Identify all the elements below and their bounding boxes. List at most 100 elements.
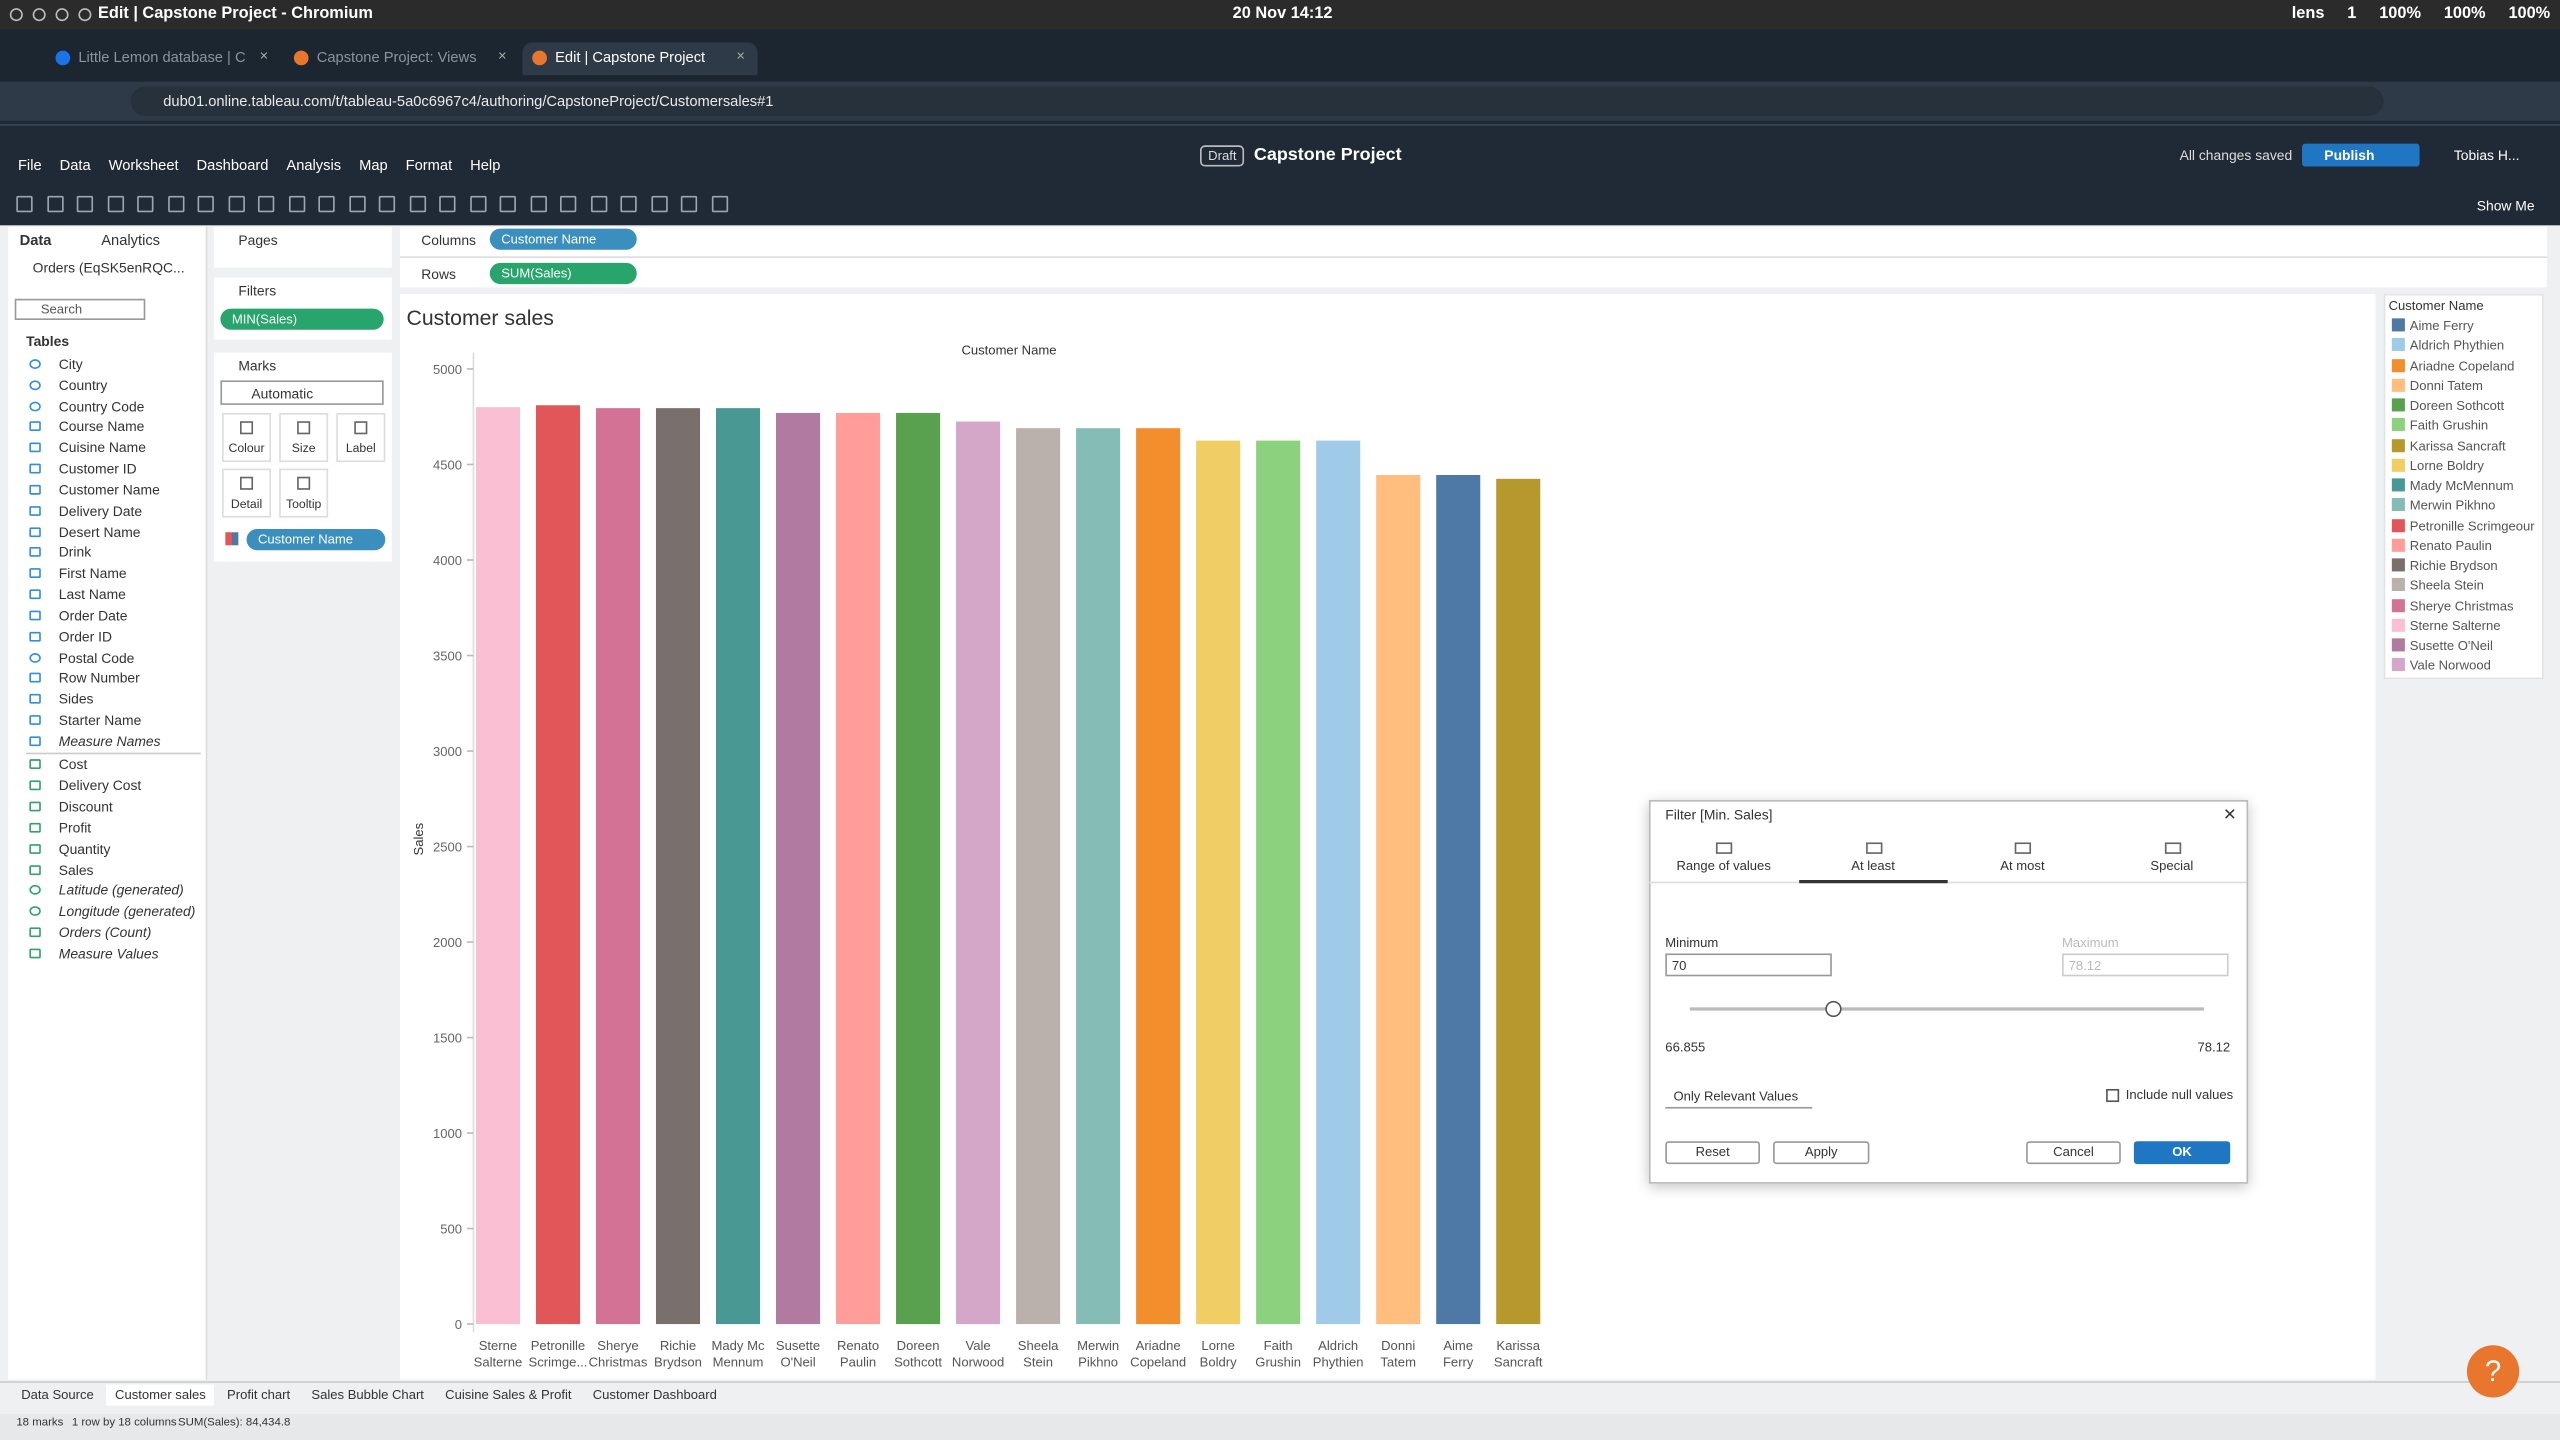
sheet-tab[interactable]: Customer sales xyxy=(106,1384,214,1406)
url-field[interactable] xyxy=(130,86,2384,116)
legend-label[interactable]: Renato Paulin xyxy=(2409,538,2492,554)
dialog-tab[interactable] xyxy=(1798,838,1948,884)
toolbar-icon[interactable] xyxy=(76,195,94,213)
pane-tab[interactable]: Data xyxy=(19,231,52,249)
legend-label[interactable]: Lorne Boldry xyxy=(2409,458,2484,474)
toolbar-icon[interactable] xyxy=(408,195,426,213)
toolbar-icon[interactable] xyxy=(137,195,154,213)
toolbar-icon[interactable] xyxy=(439,195,456,213)
sheet-tab[interactable]: Profit chart xyxy=(227,1387,291,1403)
field-name[interactable]: Discount xyxy=(58,798,113,815)
field-name[interactable]: Order ID xyxy=(58,628,112,645)
search-box[interactable]: Search xyxy=(14,298,146,320)
mark-type[interactable]: Automatic xyxy=(220,380,384,405)
field-name[interactable]: Delivery Cost xyxy=(58,776,142,794)
field-name[interactable]: Sales xyxy=(58,861,94,878)
toolbar-icon[interactable] xyxy=(257,195,275,213)
menu-item[interactable]: Help xyxy=(470,156,501,174)
field-name[interactable]: City xyxy=(58,355,83,373)
dialog-tab[interactable] xyxy=(1947,838,2098,884)
slider-knob[interactable] xyxy=(1825,1000,1842,1018)
field-name[interactable]: Last Name xyxy=(58,586,126,603)
toolbar-icon[interactable] xyxy=(106,195,124,213)
field-name[interactable]: Measure Values xyxy=(58,945,159,962)
color-pill[interactable]: Customer Name xyxy=(246,528,386,551)
toolbar-icon[interactable] xyxy=(46,195,63,213)
legend-label[interactable]: Doreen Sothcott xyxy=(2409,398,2505,414)
dialog-button[interactable]: Reset xyxy=(1665,1141,1760,1165)
legend-label[interactable]: Ariadne Copeland xyxy=(2409,358,2515,374)
field-name[interactable]: Row Number xyxy=(58,670,140,687)
toolbar-icon[interactable] xyxy=(711,195,728,213)
legend-label[interactable]: Sherye Christmas xyxy=(2409,598,2514,614)
legend-label[interactable]: Merwin Pikhno xyxy=(2409,498,2496,514)
toolbar-icon[interactable] xyxy=(318,195,335,213)
toolbar-icon[interactable] xyxy=(348,195,365,213)
dialog-button[interactable]: Cancel xyxy=(2026,1141,2121,1165)
toolbar-icon[interactable] xyxy=(469,195,486,213)
sheet-tab[interactable]: Sales Bubble Chart xyxy=(311,1387,424,1403)
field-name[interactable]: Country Code xyxy=(58,397,145,415)
sheet-tab[interactable]: Data Source xyxy=(21,1387,94,1403)
legend-label[interactable]: Aldrich Phythien xyxy=(2409,338,2505,354)
menu-item[interactable]: Analysis xyxy=(286,156,342,174)
field-name[interactable]: Customer Name xyxy=(58,481,160,498)
field-name[interactable]: Order Date xyxy=(58,607,128,624)
dialog-tab[interactable] xyxy=(1648,838,1799,884)
field-name[interactable]: Orders (Count) xyxy=(58,924,152,941)
url[interactable]: dub01.online.tableau.com/t/tableau-5a0c6… xyxy=(163,93,774,110)
field-name[interactable]: Latitude (generated) xyxy=(58,882,184,899)
rows-pill[interactable]: SUM(Sales) xyxy=(489,262,637,285)
browser-tab[interactable]: Little Lemon database | C × xyxy=(46,42,281,75)
field-name[interactable]: First Name xyxy=(58,565,127,582)
legend-label[interactable]: Aime Ferry xyxy=(2409,318,2474,334)
legend-label[interactable]: Susette O'Neil xyxy=(2409,638,2493,654)
legend-label[interactable]: Faith Grushin xyxy=(2409,418,2489,434)
mark-button[interactable] xyxy=(222,468,272,518)
toolbar-icon[interactable] xyxy=(227,195,245,213)
menu-item[interactable]: Map xyxy=(359,156,388,174)
field-name[interactable]: Starter Name xyxy=(58,712,142,729)
dialog-tab[interactable] xyxy=(2097,838,2247,884)
legend-label[interactable]: Sterne Salterne xyxy=(2409,618,2501,634)
mark-button[interactable] xyxy=(222,413,272,463)
menu-item[interactable]: Dashboard xyxy=(196,156,269,174)
field-name[interactable]: Postal Code xyxy=(58,649,135,666)
field-name[interactable]: Customer ID xyxy=(58,460,137,477)
menu-item[interactable]: Data xyxy=(59,156,91,174)
field-name[interactable]: Drink xyxy=(58,544,92,561)
mark-button[interactable] xyxy=(279,413,329,463)
field-name[interactable]: Cuisine Name xyxy=(58,439,146,457)
menu-item[interactable]: Format xyxy=(405,156,453,174)
mark-button[interactable] xyxy=(279,468,329,518)
browser-tab[interactable]: Capstone Project: Views × xyxy=(284,42,519,75)
field-name[interactable]: Sides xyxy=(58,691,94,708)
legend-label[interactable]: Mady McMennum xyxy=(2409,478,2514,494)
toolbar-icon[interactable] xyxy=(620,195,637,213)
menu-item[interactable]: Worksheet xyxy=(108,156,179,174)
field-name[interactable]: Delivery Date xyxy=(58,502,143,519)
toolbar-icon[interactable] xyxy=(288,195,305,213)
minimum-input[interactable]: 70 xyxy=(1665,953,1832,977)
field-name[interactable]: Desert Name xyxy=(58,523,141,540)
field-name[interactable]: Course Name xyxy=(58,418,145,436)
field-name[interactable]: Country xyxy=(58,376,108,394)
field-name[interactable]: Cost xyxy=(58,755,88,773)
toolbar-icon[interactable] xyxy=(499,195,516,213)
legend-label[interactable]: Vale Norwood xyxy=(2409,658,2491,674)
legend-label[interactable]: Sheela Stein xyxy=(2409,578,2484,594)
toolbar-icon[interactable] xyxy=(197,195,214,213)
toolbar-icon[interactable] xyxy=(529,195,547,213)
columns-pill[interactable]: Customer Name xyxy=(489,228,637,250)
toolbar-icon[interactable] xyxy=(590,195,607,213)
user-menu[interactable]: Tobias H... xyxy=(2453,146,2520,164)
field-name[interactable]: Profit xyxy=(58,819,92,836)
legend-label[interactable]: Richie Brydson xyxy=(2409,558,2498,574)
toolbar-icon[interactable] xyxy=(680,195,698,213)
legend-label[interactable]: Karissa Sancraft xyxy=(2409,438,2506,454)
field-name[interactable]: Longitude (generated) xyxy=(58,903,196,920)
sheet-tab[interactable]: Cuisine Sales & Profit xyxy=(445,1387,572,1403)
legend-label[interactable]: Donni Tatem xyxy=(2409,378,2483,394)
values-mode[interactable]: Only Relevant Values xyxy=(1665,1089,1813,1109)
toolbar-icon[interactable] xyxy=(167,195,184,213)
